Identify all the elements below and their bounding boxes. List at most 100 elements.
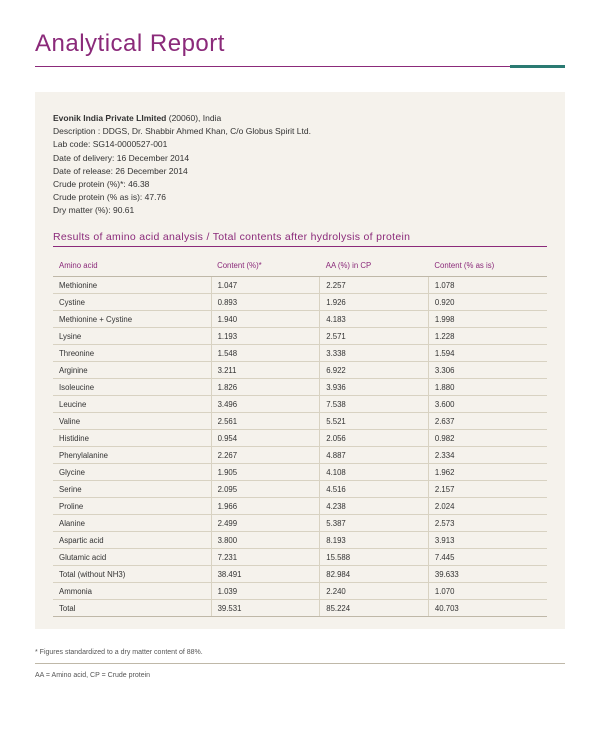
col-aa-cp: AA (%) in CP bbox=[320, 257, 429, 277]
table-cell: 4.108 bbox=[320, 464, 429, 481]
footnote-line1: * Figures standardized to a dry matter c… bbox=[35, 647, 565, 658]
description-value: DDGS, Dr. Shabbir Ahmed Khan, C/o Globus… bbox=[103, 126, 311, 136]
table-row: Isoleucine1.8263.9361.880 bbox=[53, 379, 547, 396]
table-cell: Phenylalanine bbox=[53, 447, 211, 464]
table-cell: 39.633 bbox=[428, 566, 547, 583]
table-cell: Total (without NH3) bbox=[53, 566, 211, 583]
table-cell: 2.499 bbox=[211, 515, 320, 532]
table-cell: 3.800 bbox=[211, 532, 320, 549]
meta-delivery: Date of delivery: 16 December 2014 bbox=[53, 152, 547, 165]
table-cell: Valine bbox=[53, 413, 211, 430]
meta-drymatter: Dry matter (%): 90.61 bbox=[53, 204, 547, 217]
table-row: Serine2.0954.5162.157 bbox=[53, 481, 547, 498]
drymatter-label: Dry matter (%): bbox=[53, 205, 113, 215]
table-cell: Glycine bbox=[53, 464, 211, 481]
table-cell: 3.936 bbox=[320, 379, 429, 396]
table-cell: 1.940 bbox=[211, 311, 320, 328]
meta-cp-asis: Crude protein (% as is): 47.76 bbox=[53, 191, 547, 204]
table-row: Methionine1.0472.2571.078 bbox=[53, 277, 547, 294]
table-cell: 1.078 bbox=[428, 277, 547, 294]
col-content-asis: Content (% as is) bbox=[428, 257, 547, 277]
table-cell: 3.913 bbox=[428, 532, 547, 549]
table-cell: 1.880 bbox=[428, 379, 547, 396]
table-cell: 1.070 bbox=[428, 583, 547, 600]
table-cell: 5.387 bbox=[320, 515, 429, 532]
table-cell: 7.538 bbox=[320, 396, 429, 413]
table-cell: 40.703 bbox=[428, 600, 547, 617]
table-cell: 1.962 bbox=[428, 464, 547, 481]
table-row: Glutamic acid7.23115.5887.445 bbox=[53, 549, 547, 566]
meta-description: Description : DDGS, Dr. Shabbir Ahmed Kh… bbox=[53, 125, 547, 138]
table-cell: Methionine + Cystine bbox=[53, 311, 211, 328]
table-cell: 4.238 bbox=[320, 498, 429, 515]
table-cell: 4.183 bbox=[320, 311, 429, 328]
release-value: 26 December 2014 bbox=[115, 166, 187, 176]
table-cell: 2.095 bbox=[211, 481, 320, 498]
table-cell: Leucine bbox=[53, 396, 211, 413]
table-cell: 1.966 bbox=[211, 498, 320, 515]
table-cell: 8.193 bbox=[320, 532, 429, 549]
delivery-value: 16 December 2014 bbox=[117, 153, 189, 163]
table-cell: 1.998 bbox=[428, 311, 547, 328]
table-cell: 38.491 bbox=[211, 566, 320, 583]
table-row: Total (without NH3)38.49182.98439.633 bbox=[53, 566, 547, 583]
table-cell: 5.521 bbox=[320, 413, 429, 430]
col-content-star: Content (%)* bbox=[211, 257, 320, 277]
table-cell: 0.982 bbox=[428, 430, 547, 447]
table-row: Leucine3.4967.5383.600 bbox=[53, 396, 547, 413]
footnotes: * Figures standardized to a dry matter c… bbox=[35, 641, 565, 680]
table-cell: 1.905 bbox=[211, 464, 320, 481]
table-cell: 0.893 bbox=[211, 294, 320, 311]
table-cell: Alanine bbox=[53, 515, 211, 532]
table-cell: 2.240 bbox=[320, 583, 429, 600]
table-cell: 3.211 bbox=[211, 362, 320, 379]
table-row: Cystine0.8931.9260.920 bbox=[53, 294, 547, 311]
meta-release: Date of release: 26 December 2014 bbox=[53, 165, 547, 178]
table-cell: 1.548 bbox=[211, 345, 320, 362]
table-cell: 85.224 bbox=[320, 600, 429, 617]
table-cell: Proline bbox=[53, 498, 211, 515]
table-row: Valine2.5615.5212.637 bbox=[53, 413, 547, 430]
table-header-row: Amino acid Content (%)* AA (%) in CP Con… bbox=[53, 257, 547, 277]
table-cell: 1.594 bbox=[428, 345, 547, 362]
table-cell: 2.267 bbox=[211, 447, 320, 464]
table-cell: 2.257 bbox=[320, 277, 429, 294]
page-title: Analytical Report bbox=[35, 30, 565, 58]
table-cell: 3.600 bbox=[428, 396, 547, 413]
footnote-divider bbox=[35, 663, 565, 664]
table-cell: Histidine bbox=[53, 430, 211, 447]
table-cell: 0.920 bbox=[428, 294, 547, 311]
table-cell: Total bbox=[53, 600, 211, 617]
col-amino-acid: Amino acid bbox=[53, 257, 211, 277]
table-cell: Threonine bbox=[53, 345, 211, 362]
cp-asis-value: 47.76 bbox=[145, 192, 166, 202]
table-cell: Methionine bbox=[53, 277, 211, 294]
table-row: Total39.53185.22440.703 bbox=[53, 600, 547, 617]
table-cell: 2.561 bbox=[211, 413, 320, 430]
company-suffix: (20060), India bbox=[166, 113, 221, 123]
footnote-line2: AA = Amino acid, CP = Crude protein bbox=[35, 670, 565, 681]
table-cell: 2.573 bbox=[428, 515, 547, 532]
table-cell: Glutamic acid bbox=[53, 549, 211, 566]
table-cell: 7.445 bbox=[428, 549, 547, 566]
drymatter-value: 90.61 bbox=[113, 205, 134, 215]
table-cell: Aspartic acid bbox=[53, 532, 211, 549]
table-row: Threonine1.5483.3381.594 bbox=[53, 345, 547, 362]
table-row: Proline1.9664.2382.024 bbox=[53, 498, 547, 515]
table-cell: 1.193 bbox=[211, 328, 320, 345]
table-cell: 2.571 bbox=[320, 328, 429, 345]
company-name: Evonik India Private LImited bbox=[53, 113, 166, 123]
table-cell: 1.926 bbox=[320, 294, 429, 311]
table-cell: 82.984 bbox=[320, 566, 429, 583]
table-cell: 1.047 bbox=[211, 277, 320, 294]
table-cell: 39.531 bbox=[211, 600, 320, 617]
table-cell: Lysine bbox=[53, 328, 211, 345]
meta-block: Evonik India Private LImited (20060), In… bbox=[53, 112, 547, 217]
table-cell: 1.826 bbox=[211, 379, 320, 396]
table-row: Glycine1.9054.1081.962 bbox=[53, 464, 547, 481]
table-row: Arginine3.2116.9223.306 bbox=[53, 362, 547, 379]
table-row: Histidine0.9542.0560.982 bbox=[53, 430, 547, 447]
table-cell: 2.637 bbox=[428, 413, 547, 430]
table-cell: Serine bbox=[53, 481, 211, 498]
title-rule bbox=[35, 66, 565, 67]
